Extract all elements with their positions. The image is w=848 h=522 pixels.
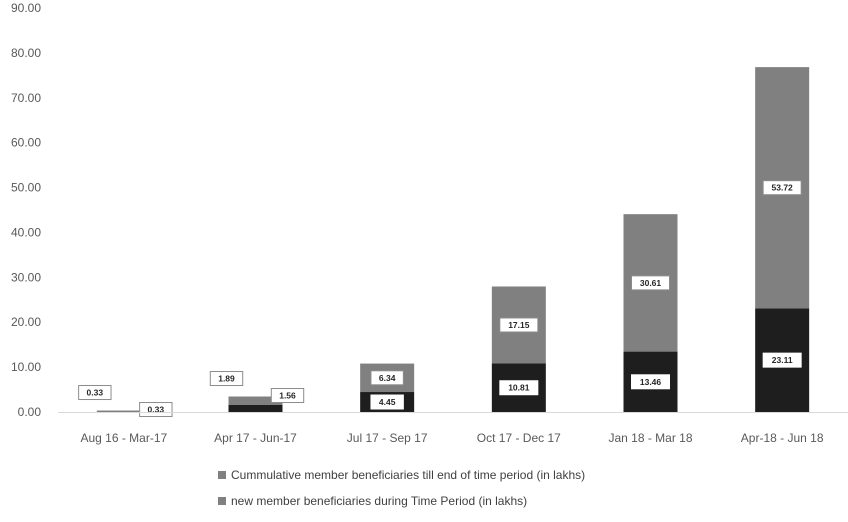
data-label-box bbox=[631, 275, 670, 291]
data-label: 0.33 bbox=[148, 405, 165, 415]
x-tick-label: Oct 17 - Dec 17 bbox=[477, 431, 561, 445]
legend-entry-cumulative: Cummulative member beneficiaries till en… bbox=[218, 468, 585, 482]
legend-label-new: new member beneficiaries during Time Per… bbox=[231, 494, 528, 508]
data-label-box bbox=[762, 180, 802, 196]
data-label-box bbox=[370, 370, 404, 386]
data-label: 0.33 bbox=[87, 388, 104, 398]
y-tick-label: 60.00 bbox=[11, 136, 41, 150]
chart: 0.00 10.00 20.00 30.00 40.00 50.00 60.00 70.00 8… bbox=[11, 1, 848, 445]
data-label: 6.34 bbox=[379, 373, 396, 383]
x-tick-label: Apr 17 - Jun-17 bbox=[214, 431, 297, 445]
data-label-box bbox=[499, 317, 539, 333]
data-label: 17.15 bbox=[508, 320, 530, 330]
data-label: 4.45 bbox=[379, 397, 396, 407]
data-label-box bbox=[631, 374, 670, 390]
y-tick-label: 0.00 bbox=[18, 405, 42, 419]
y-tick-label: 80.00 bbox=[11, 46, 41, 60]
x-axis: Aug 16 - Mar-17 Apr 17 - Jun-17 Jul 17 - S… bbox=[80, 431, 823, 445]
bar-cumulative bbox=[228, 404, 283, 412]
data-label: 1.56 bbox=[279, 391, 296, 401]
x-tick-label: Jan 18 - Mar 18 bbox=[608, 431, 692, 445]
data-label-box bbox=[762, 352, 802, 368]
bar-new bbox=[96, 410, 151, 412]
y-tick-label: 50.00 bbox=[11, 181, 41, 195]
bar-new bbox=[228, 396, 283, 405]
data-label: 1.89 bbox=[218, 374, 235, 384]
data-label: 53.72 bbox=[772, 183, 794, 193]
legend-swatch-cumulative bbox=[218, 471, 226, 479]
y-tick-label: 20.00 bbox=[11, 315, 41, 329]
bars bbox=[96, 67, 810, 412]
data-label-box bbox=[139, 402, 173, 418]
data-label-box bbox=[499, 380, 539, 396]
data-label: 13.46 bbox=[640, 377, 662, 387]
x-tick-label: Jul 17 - Sep 17 bbox=[347, 431, 428, 445]
data-label-box bbox=[78, 385, 112, 401]
data-label-box bbox=[209, 371, 244, 387]
y-tick-label: 10.00 bbox=[11, 360, 41, 374]
legend-label-cumulative: Cummulative member beneficiaries till en… bbox=[231, 468, 586, 482]
data-label-box bbox=[270, 388, 305, 404]
y-tick-label: 70.00 bbox=[11, 91, 41, 105]
data-label-box bbox=[370, 394, 404, 410]
data-label: 30.61 bbox=[640, 278, 662, 288]
data-label: 23.11 bbox=[772, 355, 793, 365]
y-tick-label: 30.00 bbox=[11, 270, 41, 284]
y-tick-label: 90.00 bbox=[11, 1, 41, 15]
x-tick-label: Aug 16 - Mar-17 bbox=[80, 431, 167, 445]
y-axis: 0.00 10.00 20.00 30.00 40.00 50.00 60.00 70.00 8… bbox=[11, 1, 41, 419]
legend-entry-new: new member beneficiaries during Time Per… bbox=[218, 494, 527, 508]
y-tick-label: 40.00 bbox=[11, 225, 41, 239]
data-label: 10.81 bbox=[508, 383, 530, 393]
legend-swatch-new bbox=[218, 497, 226, 505]
data-labels: 0.33 0.33 1.89 1.56 6.34 4.45 17.15 10.81 30.61 1… bbox=[78, 180, 802, 418]
x-tick-label: Apr-18 - Jun 18 bbox=[741, 431, 824, 445]
